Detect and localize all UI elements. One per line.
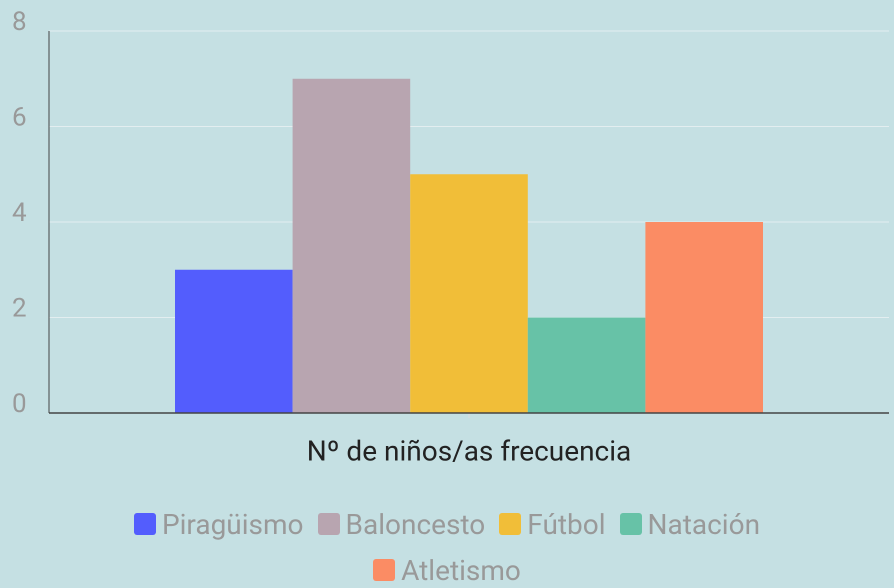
legend-swatch	[619, 513, 642, 535]
legend-swatch	[133, 513, 156, 535]
legend-label: Baloncesto	[345, 507, 486, 541]
chart: 0 2 4 6 8 Nº de niños/as frecuencia	[12, 7, 889, 467]
legend-label: Natación	[647, 507, 761, 541]
x-tick-label: Nº de niños/as frecuencia	[307, 434, 632, 467]
bar	[175, 269, 293, 413]
legend-item: Baloncesto	[317, 506, 486, 542]
bar	[645, 222, 763, 413]
bar	[292, 78, 411, 413]
legend-item: Piragüismo	[133, 506, 304, 542]
legend-item: Fútbol	[499, 506, 606, 542]
legend: Piragüismo Baloncesto Fútbol Natación Atleti…	[70, 506, 824, 588]
legend-label: Piragüismo	[161, 507, 304, 541]
bar	[527, 317, 646, 413]
y-tick-label: 2	[12, 293, 27, 323]
y-tick-label: 4	[12, 198, 27, 228]
legend-label: Atletismo	[401, 553, 521, 587]
legend-item: Natación	[619, 506, 761, 542]
legend-swatch	[499, 513, 522, 535]
legend-swatch	[317, 513, 340, 535]
y-tick-label: 0	[12, 389, 27, 419]
legend-swatch	[373, 559, 396, 581]
y-tick-label: 8	[12, 7, 27, 37]
y-tick-label: 6	[12, 102, 27, 132]
bar	[410, 174, 528, 413]
legend-label: Fútbol	[527, 507, 606, 541]
legend-item: Atletismo	[373, 552, 521, 588]
